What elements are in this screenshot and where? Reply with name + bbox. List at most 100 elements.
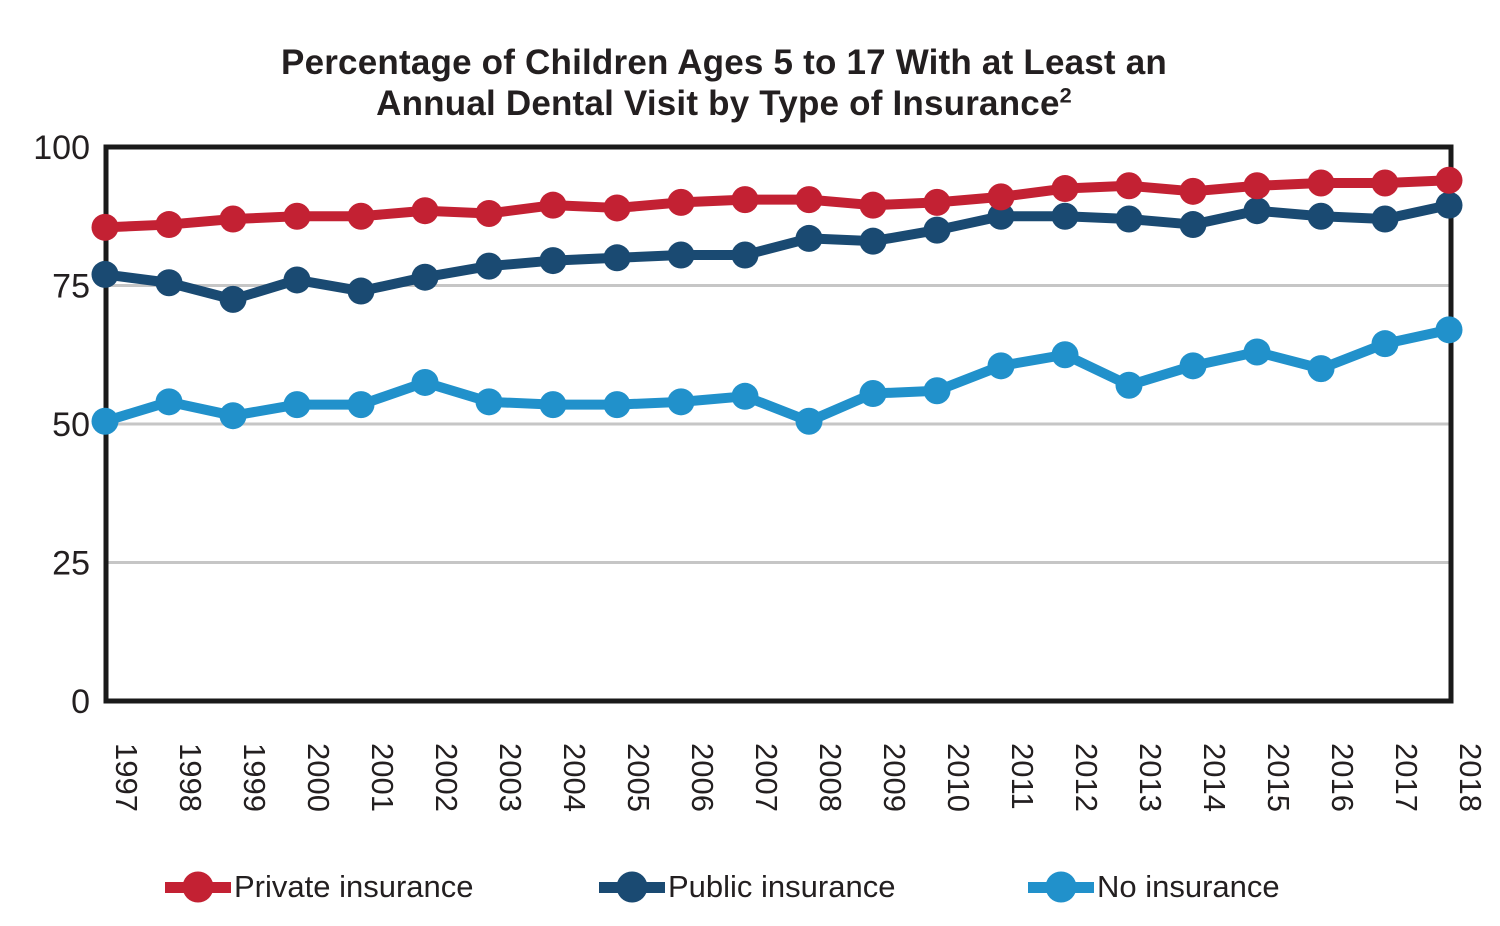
data-point-private-insurance-2004 xyxy=(539,191,567,219)
data-point-public-insurance-2001 xyxy=(347,277,375,305)
data-point-private-insurance-2007 xyxy=(731,186,759,214)
data-point-no-insurance-2004 xyxy=(539,391,567,419)
data-point-public-insurance-2004 xyxy=(539,247,567,275)
data-point-private-insurance-2018 xyxy=(1435,166,1463,194)
x-axis-tick-label-1999: 1999 xyxy=(237,743,272,812)
legend-dot-swatch xyxy=(182,871,214,903)
data-point-public-insurance-2013 xyxy=(1115,205,1143,233)
data-point-public-insurance-2015 xyxy=(1243,197,1271,225)
x-axis-tick-label-2008: 2008 xyxy=(813,743,848,812)
data-point-no-insurance-2016 xyxy=(1307,355,1335,383)
data-point-public-insurance-2002 xyxy=(411,263,439,291)
legend-label-private-insurance: Private insurance xyxy=(234,869,474,904)
data-point-public-insurance-1998 xyxy=(155,269,183,297)
data-point-private-insurance-2016 xyxy=(1307,169,1335,197)
data-point-public-insurance-1999 xyxy=(219,285,247,313)
x-axis-tick-label-2004: 2004 xyxy=(557,743,592,812)
x-axis-tick-label-2009: 2009 xyxy=(877,743,912,812)
legend-label-public-insurance: Public insurance xyxy=(668,869,896,904)
x-axis-tick-label-1998: 1998 xyxy=(173,743,208,812)
data-point-public-insurance-2000 xyxy=(283,266,311,294)
chart-title: Percentage of Children Ages 5 to 17 With… xyxy=(0,42,1448,124)
x-axis-tick-label-2012: 2012 xyxy=(1069,743,1104,812)
data-point-no-insurance-2009 xyxy=(859,380,887,408)
legend-dot-swatch xyxy=(1045,871,1077,903)
x-axis-tick-label-2006: 2006 xyxy=(685,743,720,812)
chart-title-line2: Annual Dental Visit by Type of Insurance xyxy=(376,84,1060,123)
data-point-private-insurance-2001 xyxy=(347,202,375,230)
data-point-no-insurance-1998 xyxy=(155,388,183,416)
data-point-public-insurance-2011 xyxy=(987,202,1015,230)
data-point-no-insurance-1997 xyxy=(91,407,119,435)
data-point-public-insurance-2005 xyxy=(603,244,631,272)
legend-marker-no-insurance-icon xyxy=(1028,871,1094,903)
data-point-public-insurance-2010 xyxy=(923,216,951,244)
data-point-private-insurance-2006 xyxy=(667,188,695,216)
data-point-no-insurance-2015 xyxy=(1243,338,1271,366)
x-axis-tick-label-2017: 2017 xyxy=(1389,743,1424,812)
data-point-public-insurance-2008 xyxy=(795,224,823,252)
data-point-public-insurance-2018 xyxy=(1435,191,1463,219)
data-point-public-insurance-1997 xyxy=(91,260,119,288)
data-point-private-insurance-2002 xyxy=(411,197,439,225)
data-point-no-insurance-2012 xyxy=(1051,341,1079,369)
legend-marker-public-insurance-icon xyxy=(599,871,665,903)
y-axis-tick-label-50: 50 xyxy=(52,406,90,444)
data-point-private-insurance-1998 xyxy=(155,211,183,239)
data-point-private-insurance-2008 xyxy=(795,186,823,214)
series-line-no-insurance xyxy=(100,324,1454,427)
legend-marker-private-insurance-icon xyxy=(165,871,231,903)
x-axis-tick-label-2018: 2018 xyxy=(1453,743,1488,812)
x-axis-tick-label-2000: 2000 xyxy=(301,743,336,812)
data-point-no-insurance-2008 xyxy=(795,407,823,435)
x-axis-tick-label-2002: 2002 xyxy=(429,743,464,812)
data-point-private-insurance-2015 xyxy=(1243,172,1271,200)
chart-title-line1: Percentage of Children Ages 5 to 17 With… xyxy=(281,43,1167,82)
data-point-no-insurance-2018 xyxy=(1435,316,1463,344)
series-line-public-insurance xyxy=(100,200,1454,305)
x-axis-tick-label-2007: 2007 xyxy=(749,743,784,812)
data-point-no-insurance-2010 xyxy=(923,377,951,405)
data-point-public-insurance-2009 xyxy=(859,227,887,255)
data-point-no-insurance-2013 xyxy=(1115,371,1143,399)
x-axis-tick-label-2016: 2016 xyxy=(1325,743,1360,812)
data-point-no-insurance-2017 xyxy=(1371,330,1399,358)
data-point-no-insurance-1999 xyxy=(219,402,247,430)
legend-item-public-insurance: Public insurance xyxy=(599,869,895,905)
legend-label-no-insurance: No insurance xyxy=(1097,869,1280,904)
y-axis-tick-label-25: 25 xyxy=(52,545,90,583)
legend-item-no-insurance: No insurance xyxy=(1028,869,1280,905)
chart-title-footnote-marker: 2 xyxy=(1059,82,1072,108)
data-point-public-insurance-2003 xyxy=(475,252,503,280)
data-point-public-insurance-2016 xyxy=(1307,202,1335,230)
series-line-private-insurance xyxy=(100,175,1454,233)
data-point-no-insurance-2003 xyxy=(475,388,503,416)
data-point-no-insurance-2001 xyxy=(347,391,375,419)
data-point-private-insurance-2011 xyxy=(987,183,1015,211)
x-axis-tick-label-2015: 2015 xyxy=(1261,743,1296,812)
x-axis-tick-label-2013: 2013 xyxy=(1133,743,1168,812)
y-axis-tick-label-100: 100 xyxy=(33,129,90,167)
data-point-no-insurance-2007 xyxy=(731,382,759,410)
legend-item-private-insurance: Private insurance xyxy=(165,869,474,905)
data-point-private-insurance-2017 xyxy=(1371,169,1399,197)
legend-dot-swatch xyxy=(616,871,648,903)
y-axis-tick-label-75: 75 xyxy=(52,268,90,306)
data-point-no-insurance-2006 xyxy=(667,388,695,416)
x-axis-tick-label-2010: 2010 xyxy=(941,743,976,812)
data-point-public-insurance-2006 xyxy=(667,241,695,269)
data-point-no-insurance-2005 xyxy=(603,391,631,419)
x-axis-tick-label-1997: 1997 xyxy=(109,743,144,812)
x-axis-tick-label-2003: 2003 xyxy=(493,743,528,812)
data-point-private-insurance-2003 xyxy=(475,199,503,227)
data-point-public-insurance-2012 xyxy=(1051,202,1079,230)
x-axis-tick-label-2005: 2005 xyxy=(621,743,656,812)
data-point-private-insurance-2013 xyxy=(1115,172,1143,200)
y-axis-tick-label-0: 0 xyxy=(71,683,90,721)
data-point-private-insurance-1997 xyxy=(91,213,119,241)
data-point-private-insurance-1999 xyxy=(219,205,247,233)
data-point-private-insurance-2012 xyxy=(1051,175,1079,203)
data-point-public-insurance-2017 xyxy=(1371,205,1399,233)
